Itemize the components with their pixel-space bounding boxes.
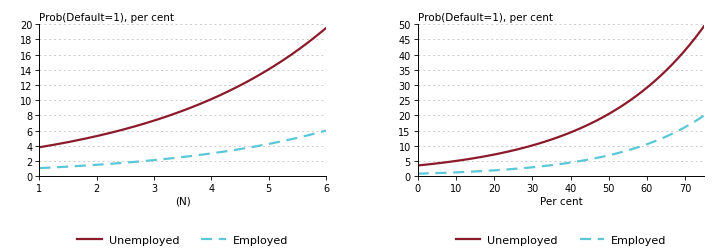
X-axis label: Per cent: Per cent (540, 196, 582, 206)
Legend: Unemployed, Employed: Unemployed, Employed (73, 230, 292, 249)
Legend: Unemployed, Employed: Unemployed, Employed (451, 230, 671, 249)
X-axis label: (N): (N) (174, 196, 190, 206)
Text: Prob(Default=1), per cent: Prob(Default=1), per cent (39, 13, 174, 23)
Text: Prob(Default=1), per cent: Prob(Default=1), per cent (418, 13, 553, 23)
